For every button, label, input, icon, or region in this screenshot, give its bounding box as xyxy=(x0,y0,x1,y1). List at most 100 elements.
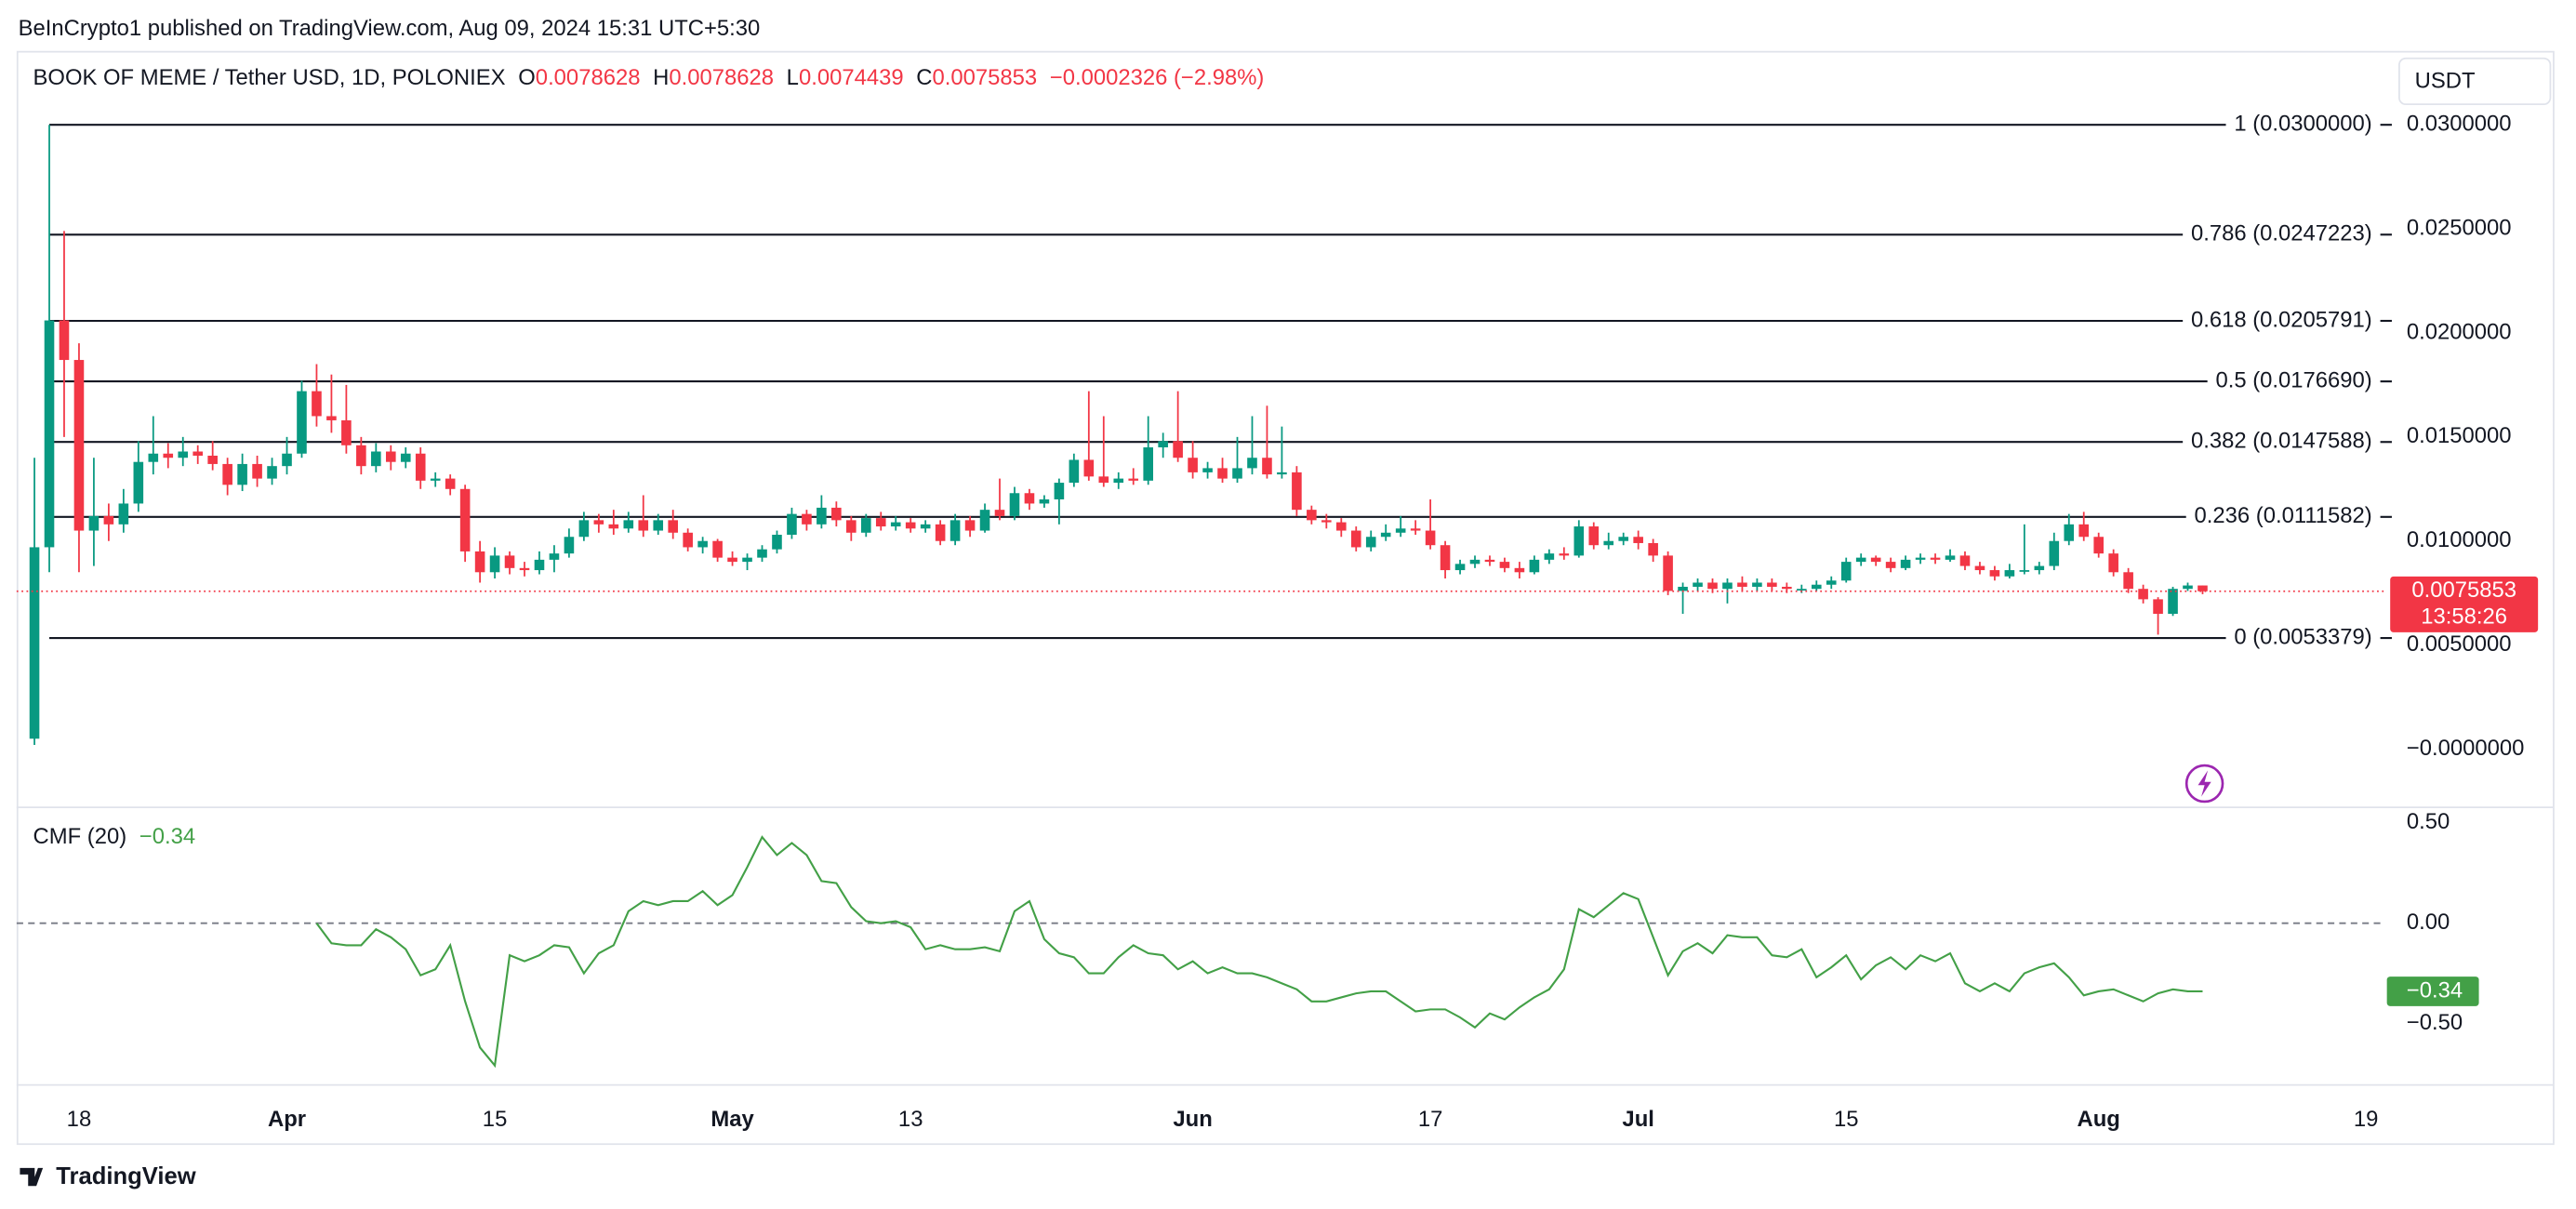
candle-body xyxy=(193,451,203,456)
candle-body xyxy=(73,360,85,531)
candle-body xyxy=(1039,498,1050,504)
brand-name: TradingView xyxy=(56,1163,195,1189)
candle-body xyxy=(1811,584,1822,590)
candle-body xyxy=(653,520,664,531)
candle-body xyxy=(683,532,693,548)
x-tick-label: May xyxy=(710,1107,754,1132)
candle-body xyxy=(1930,557,1941,560)
x-tick-label: 18 xyxy=(67,1107,92,1132)
cmf-line xyxy=(315,835,2203,1069)
candle-body xyxy=(1365,537,1376,548)
fib-label: 0 (0.0053379) xyxy=(2234,624,2371,649)
candle-body xyxy=(1663,555,1673,591)
x-tick-label: 15 xyxy=(483,1107,508,1132)
y-tick-label: 0.0100000 xyxy=(2407,527,2512,552)
candle-body xyxy=(593,520,604,525)
candle-body xyxy=(2049,540,2060,566)
candle-body xyxy=(2004,570,2015,577)
candle-body xyxy=(802,513,812,525)
candle-body xyxy=(1945,555,1956,560)
candle-body xyxy=(1648,542,1658,556)
x-tick-label: Jun xyxy=(1173,1107,1212,1132)
chart-frame xyxy=(16,50,2555,1146)
x-tick-label: Apr xyxy=(268,1107,306,1132)
legend: BOOK OF MEME / Tether USD, 1D, POLONIEX … xyxy=(33,65,1265,90)
candle-body xyxy=(103,515,114,525)
candle-body xyxy=(1693,582,1703,587)
candle-body xyxy=(1855,557,1866,563)
currency-button[interactable] xyxy=(2398,57,2552,106)
last-price-label: 0.0075853 xyxy=(2411,578,2516,603)
x-tick-label: Jul xyxy=(1622,1107,1653,1132)
candle-body xyxy=(2108,553,2118,573)
candle-body xyxy=(1469,559,1481,565)
cmf-title: CMF (20) xyxy=(33,824,127,849)
candle-body xyxy=(1974,565,1985,571)
candle-body xyxy=(1782,586,1792,590)
cmf-value-label: −0.34 xyxy=(2407,977,2463,1003)
candle-body xyxy=(371,451,381,467)
countdown-label: 13:58:26 xyxy=(2421,604,2507,629)
y-tick-label: 0.0200000 xyxy=(2407,319,2512,344)
candle-body xyxy=(1989,570,2000,577)
candle-body xyxy=(504,555,515,568)
brand-logo xyxy=(20,1167,44,1187)
fib-label: 0.5 (0.0176690) xyxy=(2215,367,2371,392)
y-tick-label: 0.0150000 xyxy=(2407,423,2512,448)
candle-body xyxy=(1232,468,1242,479)
fib-label: 1 (0.0300000) xyxy=(2234,111,2371,136)
cmf-legend: CMF (20) −0.34 xyxy=(33,824,196,849)
candle-body xyxy=(118,503,129,525)
candle-body xyxy=(742,557,752,563)
candle-body xyxy=(564,537,575,554)
candle-body xyxy=(1262,458,1272,475)
candle-body xyxy=(964,520,976,531)
candle-body xyxy=(1678,586,1688,591)
candle-body xyxy=(534,559,545,571)
candle-body xyxy=(1143,447,1153,481)
candle-body xyxy=(949,520,961,541)
y-tick-label: 0.0250000 xyxy=(2407,215,2512,240)
candle-body xyxy=(608,524,619,529)
candle-body xyxy=(430,478,441,481)
high-value: 0.0078628 xyxy=(669,65,774,90)
close-letter: C xyxy=(916,65,932,90)
low-value: 0.0074439 xyxy=(799,65,904,90)
candle-body xyxy=(2168,589,2178,615)
candle-body xyxy=(1900,559,1911,568)
candle-body xyxy=(326,416,337,420)
candle-body xyxy=(207,455,218,464)
candle-body xyxy=(1618,537,1628,541)
candle-body xyxy=(1321,520,1332,523)
candle-body xyxy=(1767,582,1777,587)
candle-body xyxy=(1024,493,1035,504)
candle-body xyxy=(787,513,797,536)
candle-body xyxy=(1737,582,1747,587)
candle-body xyxy=(905,522,916,529)
candle-body xyxy=(757,549,767,558)
candle-body xyxy=(1633,537,1643,543)
y-tick-label: 0.0050000 xyxy=(2407,631,2512,657)
candle-body xyxy=(697,540,708,548)
candle-body xyxy=(133,461,144,504)
candle-body xyxy=(2019,570,2030,572)
candle-body xyxy=(489,555,500,573)
candle-body xyxy=(1083,459,1095,477)
low-letter: L xyxy=(787,65,799,90)
candle-body xyxy=(1752,582,1762,587)
candle-body xyxy=(2183,585,2193,590)
candle-body xyxy=(920,524,931,529)
candle-body xyxy=(994,510,1005,516)
y-tick-label: −0.50 xyxy=(2407,1010,2463,1035)
candle-body xyxy=(312,391,322,417)
candle-body xyxy=(1707,582,1718,590)
currency-label: USDT xyxy=(2415,69,2476,94)
candle-body xyxy=(341,419,352,445)
publisher-line: BeInCrypto1 published on TradingView.com… xyxy=(19,16,761,41)
candle-body xyxy=(1217,468,1228,479)
candle-body xyxy=(623,520,634,529)
candle-body xyxy=(163,453,174,458)
x-tick-label: 19 xyxy=(2354,1107,2379,1132)
last-price-badge xyxy=(2390,576,2539,632)
